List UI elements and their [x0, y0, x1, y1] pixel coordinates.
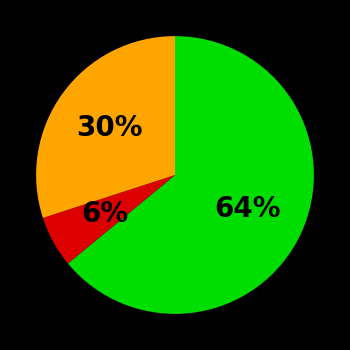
Text: 6%: 6%	[81, 200, 128, 228]
Wedge shape	[43, 175, 175, 264]
Text: 30%: 30%	[77, 114, 143, 142]
Wedge shape	[36, 36, 175, 218]
Wedge shape	[68, 36, 314, 314]
Text: 64%: 64%	[215, 195, 281, 223]
